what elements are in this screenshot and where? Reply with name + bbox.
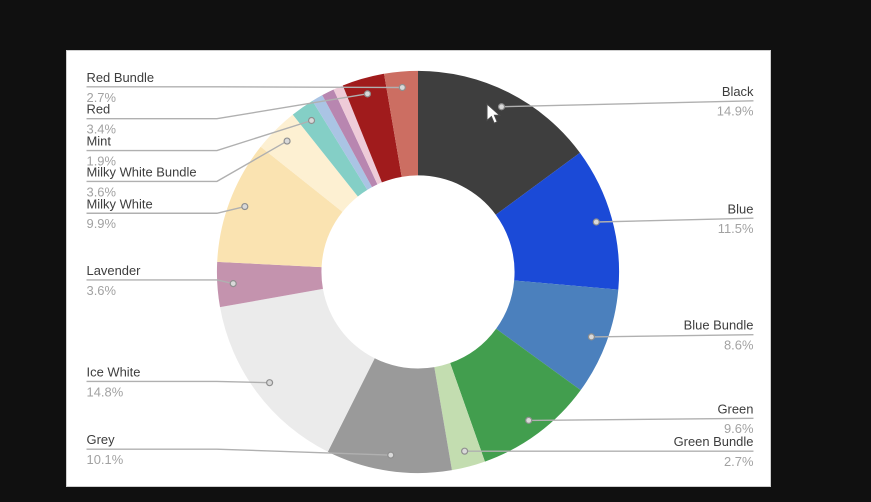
segment-label: Milky White: [87, 196, 153, 211]
leader-line: [86, 205, 245, 214]
leader-line: [591, 333, 754, 338]
leader-dot: [461, 447, 469, 455]
segment-percent: 14.8%: [87, 384, 124, 399]
leader-line: [86, 119, 312, 152]
leader-line: [86, 93, 368, 120]
pie-segment-milky-white[interactable]: [217, 146, 343, 268]
segment-percent: 2.7%: [87, 90, 117, 105]
leader-dot: [266, 379, 274, 387]
pie-segment-unlabeled[interactable]: [333, 85, 382, 185]
segment-percent: 3.4%: [87, 122, 117, 137]
leader-line: [528, 417, 754, 422]
segment-percent: 8.6%: [724, 338, 754, 353]
leader-dot: [497, 103, 506, 111]
pie-segment-grey[interactable]: [327, 358, 452, 474]
leader-line: [86, 86, 403, 89]
leader-line: [86, 140, 288, 183]
segment-label: Grey: [87, 432, 116, 447]
segment-percent: 9.6%: [724, 421, 754, 436]
pie-segment-ice-white[interactable]: [220, 288, 375, 452]
leader-line: [596, 217, 754, 223]
segment-label: Red Bundle: [87, 70, 155, 85]
segment-label: Blue Bundle: [684, 318, 754, 333]
leader-line: [86, 448, 391, 456]
pie-segment-red-bundle[interactable]: [384, 70, 419, 177]
segment-label: Black: [722, 84, 754, 99]
segment-percent: 3.6%: [87, 283, 117, 298]
segment-label: Green Bundle: [674, 434, 754, 449]
segment-percent: 14.9%: [717, 104, 754, 119]
leader-dot: [387, 451, 395, 459]
segment-label: Green: [717, 401, 753, 416]
pie-segment-blue[interactable]: [495, 152, 620, 290]
segment-label: Blue: [728, 201, 754, 216]
leader-line: [86, 380, 270, 384]
leader-line: [86, 279, 234, 285]
segment-label: Red: [87, 102, 111, 117]
leader-dot: [363, 90, 372, 98]
chart-card: Black 14.9% Blue 11.5% Blue Bundle 8.6% Green 9…: [66, 50, 771, 487]
segment-percent: 2.7%: [724, 454, 754, 469]
segment-percent: 3.6%: [87, 184, 117, 199]
leader-dot: [283, 137, 291, 145]
leader-dot: [307, 116, 316, 125]
donut-chart: Black 14.9% Blue 11.5% Blue Bundle 8.6% Green 9…: [86, 70, 754, 474]
pie-segment-red[interactable]: [342, 73, 402, 183]
leader-dot: [587, 333, 595, 341]
segment-label: Mint: [87, 134, 112, 149]
leader-line: [501, 100, 754, 108]
leader-dot: [398, 83, 406, 92]
pie-segment-lavender[interactable]: [216, 261, 323, 308]
leader-dot: [241, 202, 249, 211]
pie-segment-black[interactable]: [418, 70, 580, 215]
pie-segment-green[interactable]: [450, 328, 581, 462]
pie-segment-green-bundle[interactable]: [434, 363, 485, 471]
segment-percent: 9.9%: [87, 216, 117, 231]
pie-segment-mint[interactable]: [292, 100, 368, 197]
segment-percent: 10.1%: [87, 452, 124, 467]
segment-label: Milky White Bundle: [87, 164, 197, 179]
pie-segment-blue-bundle[interactable]: [496, 280, 619, 391]
leader-dot: [525, 416, 533, 424]
segment-percent: 11.5%: [718, 221, 754, 236]
segment-percent: 1.9%: [87, 153, 117, 168]
leader-dot: [229, 280, 237, 288]
pie-segment-unlabeled[interactable]: [312, 95, 373, 190]
mouse-cursor: [486, 103, 501, 124]
pie-segment-unlabeled[interactable]: [322, 89, 378, 188]
leader-dot: [592, 218, 600, 226]
segment-label: Ice White: [87, 365, 141, 380]
segment-label: Lavender: [87, 263, 142, 278]
